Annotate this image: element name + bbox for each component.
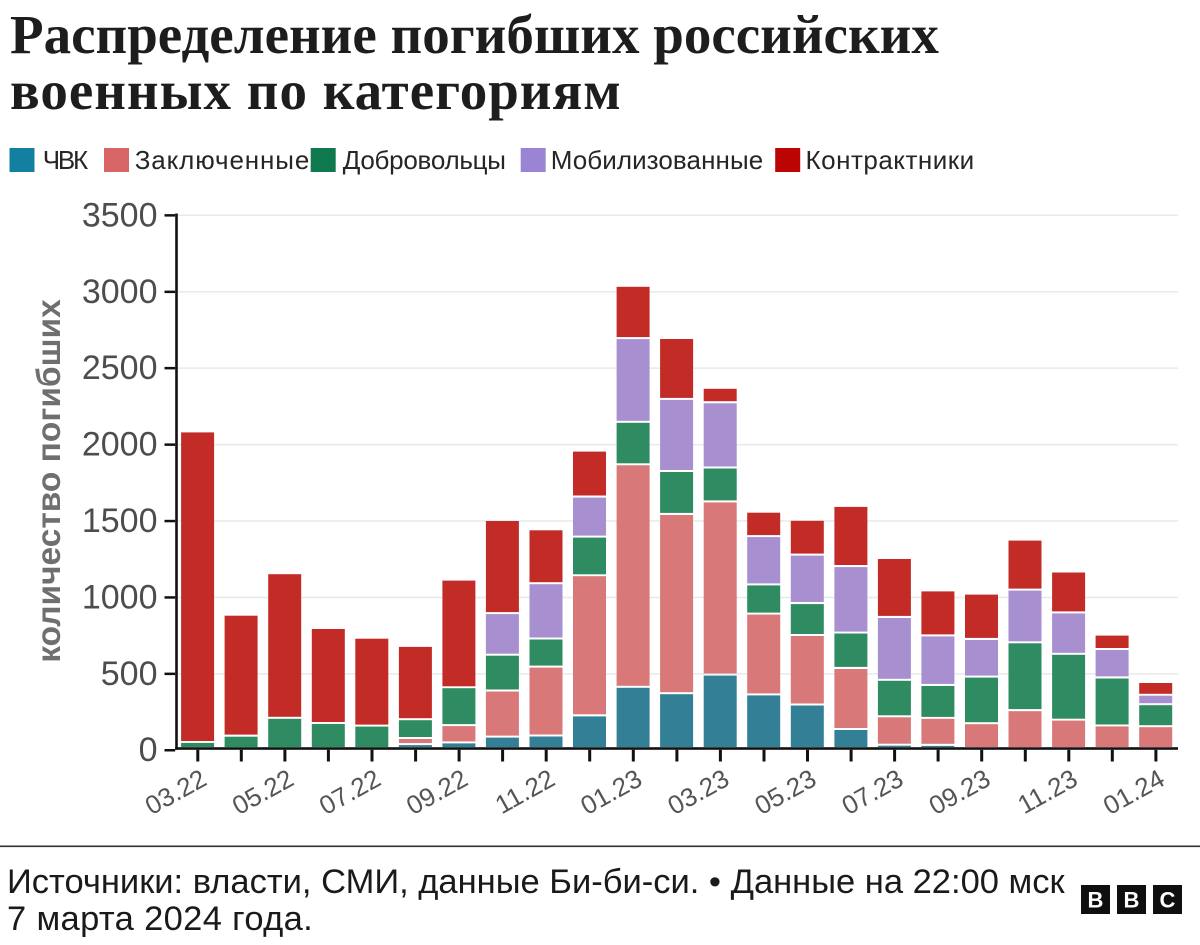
svg-text:количество погибших: количество погибших [31,299,68,663]
svg-text:Заключенные: Заключенные [135,145,310,175]
svg-text:7 марта 2024 года.: 7 марта 2024 года. [7,900,313,938]
svg-text:военных по категориям: военных по категориям [10,60,622,121]
svg-text:3500: 3500 [82,196,158,234]
svg-text:Распределение погибших российс: Распределение погибших российских [10,4,939,65]
svg-text:500: 500 [101,655,158,693]
svg-text:ЧВК: ЧВК [43,145,88,175]
svg-text:1500: 1500 [82,502,158,540]
svg-text:2500: 2500 [82,349,158,387]
svg-text:3000: 3000 [82,273,158,311]
svg-text:Мобилизованные: Мобилизованные [551,145,764,175]
svg-text:B: B [1124,888,1140,913]
svg-text:Контрактники: Контрактники [806,145,975,175]
svg-text:2000: 2000 [82,426,158,464]
svg-text:C: C [1160,888,1176,913]
svg-text:B: B [1088,888,1104,913]
svg-text:Добровольцы: Добровольцы [343,145,506,175]
svg-text:Источники: власти, СМИ, данные: Источники: власти, СМИ, данные Би-би-си.… [7,863,1066,901]
svg-text:0: 0 [139,731,158,769]
svg-text:1000: 1000 [82,578,158,616]
